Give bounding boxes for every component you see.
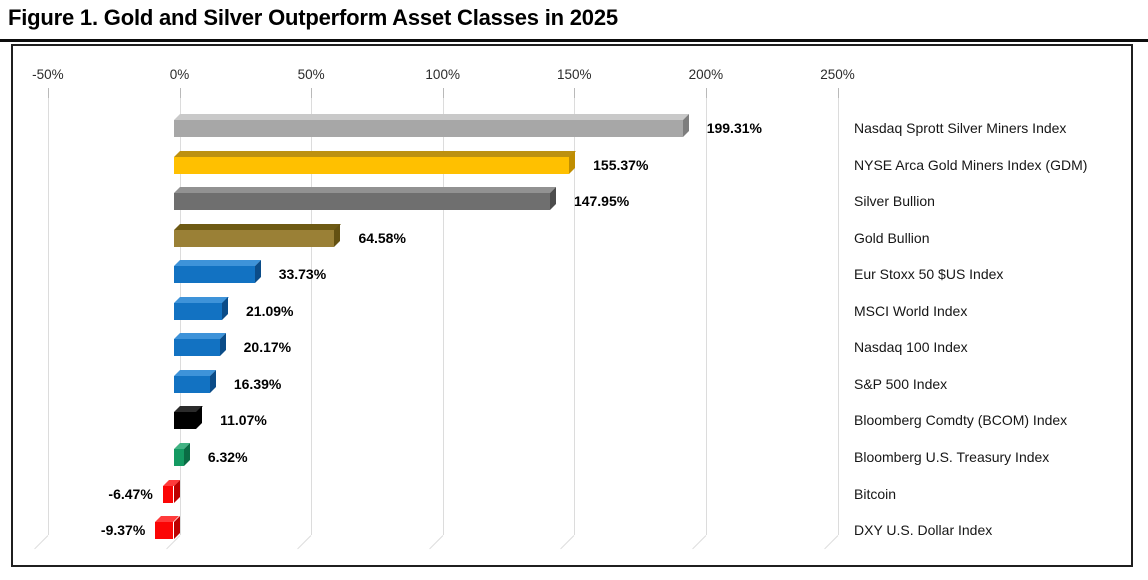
bar — [173, 412, 197, 430]
gridline-bend — [428, 535, 444, 550]
x-axis-tick-mark — [47, 88, 49, 98]
bar — [173, 302, 223, 320]
bar-side-face — [222, 296, 229, 320]
x-axis-tick-mark — [574, 88, 576, 98]
bar-value-label: 11.07% — [220, 412, 267, 429]
x-axis-tick-mark — [179, 88, 181, 98]
bar — [173, 156, 570, 174]
bar-side-face — [209, 369, 216, 393]
bar — [155, 522, 174, 540]
category-label: NYSE Arca Gold Miners Index (GDM) — [854, 156, 1088, 173]
bar-side-face — [183, 442, 190, 466]
gridline-bend — [297, 535, 312, 550]
bar — [173, 448, 184, 466]
bar-value-label: 199.31% — [706, 120, 762, 136]
bar — [173, 339, 220, 357]
bar — [173, 266, 255, 284]
bar-value-label: 6.32% — [207, 448, 248, 465]
bar-side-face — [219, 333, 226, 357]
bar-value-label: 33.73% — [278, 266, 327, 283]
bar-side-face — [682, 114, 689, 137]
x-axis-tick-label: 50% — [297, 67, 325, 82]
gridline — [47, 98, 49, 535]
category-label: Nasdaq Sprott Silver Miners Index — [854, 120, 1067, 136]
category-label: Bitcoin — [854, 485, 897, 502]
bar-side-face — [254, 260, 261, 284]
bar — [173, 375, 210, 393]
gridline — [574, 98, 576, 535]
x-axis-tick-label: 250% — [820, 67, 855, 82]
x-axis-tick-label: 150% — [557, 67, 592, 82]
gridline — [705, 98, 707, 535]
category-label: Gold Bullion — [854, 229, 930, 246]
category-label: Bloomberg U.S. Treasury Index — [854, 448, 1050, 465]
bar-value-label: 147.95% — [573, 193, 630, 210]
bar-side-face — [334, 223, 341, 247]
category-label: MSCI World Index — [854, 302, 968, 319]
x-axis-tick-mark — [442, 88, 444, 98]
category-label: Silver Bullion — [854, 193, 935, 210]
chart: -50% 0% 50% 100% 150% 200% 250% 199.31% Nasdaq S… — [11, 44, 1133, 567]
bar-value-label: -9.37% — [100, 522, 146, 539]
x-axis-tick-label: 100% — [425, 67, 460, 82]
gridline — [311, 98, 313, 535]
gridline-bend — [823, 535, 838, 550]
bar-side-face — [549, 187, 556, 211]
x-axis-tick-mark — [311, 88, 313, 98]
category-label: Bloomberg Comdty (BCOM) Index — [854, 412, 1068, 429]
title-rule — [0, 39, 1148, 42]
bar-value-label: 155.37% — [593, 156, 649, 173]
bar — [173, 120, 683, 137]
bar-value-label: 21.09% — [246, 302, 294, 319]
bar-value-label: 20.17% — [243, 339, 292, 356]
gridline-bend — [692, 535, 707, 550]
x-axis-tick-label: 200% — [688, 67, 724, 82]
bar-value-label: 64.58% — [358, 229, 406, 246]
category-label: Eur Stoxx 50 $US Index — [854, 266, 1004, 283]
gridline — [837, 98, 839, 535]
category-label: DXY U.S. Dollar Index — [854, 522, 993, 539]
figure-title: Figure 1. Gold and Silver Outperform Ass… — [8, 5, 618, 30]
x-axis-tick-mark — [705, 88, 707, 98]
bar — [162, 485, 174, 503]
x-axis-tick-mark — [837, 88, 839, 98]
bar-value-label: 16.39% — [233, 375, 282, 392]
bar — [173, 193, 550, 211]
gridline-bend — [560, 535, 575, 550]
bar-side-face — [196, 406, 203, 430]
category-label: S&P 500 Index — [854, 375, 948, 392]
x-axis-tick-label: 0% — [169, 67, 190, 82]
bar-value-label: -6.47% — [108, 485, 153, 502]
bar — [173, 229, 335, 247]
category-label: Nasdaq 100 Index — [854, 339, 968, 356]
gridline — [442, 98, 444, 535]
x-axis-tick-label: -50% — [32, 67, 64, 82]
